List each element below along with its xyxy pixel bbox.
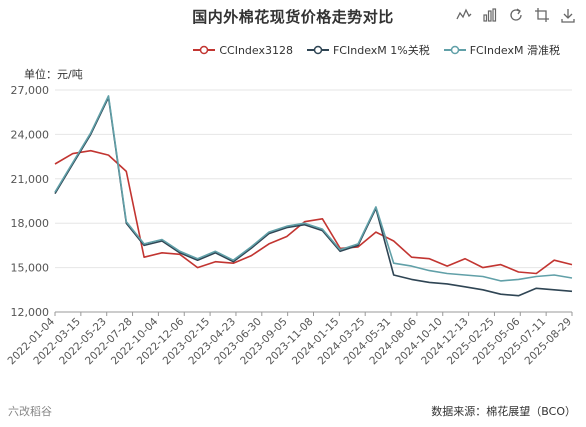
chart-title: 国内外棉花现货价格走势对比 [192, 8, 394, 26]
legend-item-ccindex3128[interactable]: CCIndex3128 [193, 42, 293, 58]
legend-item-fcindexm-tariff[interactable]: FCIndexM 1%关税 [306, 42, 430, 58]
refresh-icon[interactable] [508, 7, 524, 23]
y-tick-label: 15,000 [11, 262, 50, 275]
y-tick-label: 24,000 [11, 128, 50, 141]
watermark-label: 六改稻谷 [8, 405, 52, 418]
legend-marker-fcindexm-sliding [443, 45, 466, 55]
crop-icon[interactable] [534, 7, 550, 23]
legend-marker-fcindexm-tariff [306, 45, 329, 55]
legend-label-ccindex3128: CCIndex3128 [219, 43, 293, 57]
series-line-2 [54, 95, 573, 282]
y-axis-unit-label: 单位：元/吨 [24, 68, 83, 81]
chart-legend: CCIndex3128 FCIndexM 1%关税 FCIndexM 滑准税 [193, 42, 560, 58]
download-icon[interactable] [560, 7, 576, 23]
line-chart-icon[interactable] [456, 7, 472, 23]
y-tick-label: 12,000 [11, 306, 50, 319]
legend-label-fcindexm-sliding: FCIndexM 滑准税 [469, 44, 560, 57]
y-tick-label: 18,000 [11, 217, 50, 230]
bar-chart-icon[interactable] [482, 7, 498, 23]
series-line-1 [54, 96, 573, 297]
chart-toolbox [456, 7, 576, 23]
source-label: 数据来源：棉花展望（BCO） [431, 405, 576, 418]
legend-marker-ccindex3128 [193, 45, 216, 55]
series-line-0 [54, 149, 573, 275]
y-tick-label: 21,000 [11, 173, 50, 186]
y-tick-label: 27,000 [11, 84, 50, 97]
legend-label-fcindexm-tariff: FCIndexM 1%关税 [332, 44, 430, 57]
legend-item-fcindexm-sliding[interactable]: FCIndexM 滑准税 [443, 42, 560, 58]
